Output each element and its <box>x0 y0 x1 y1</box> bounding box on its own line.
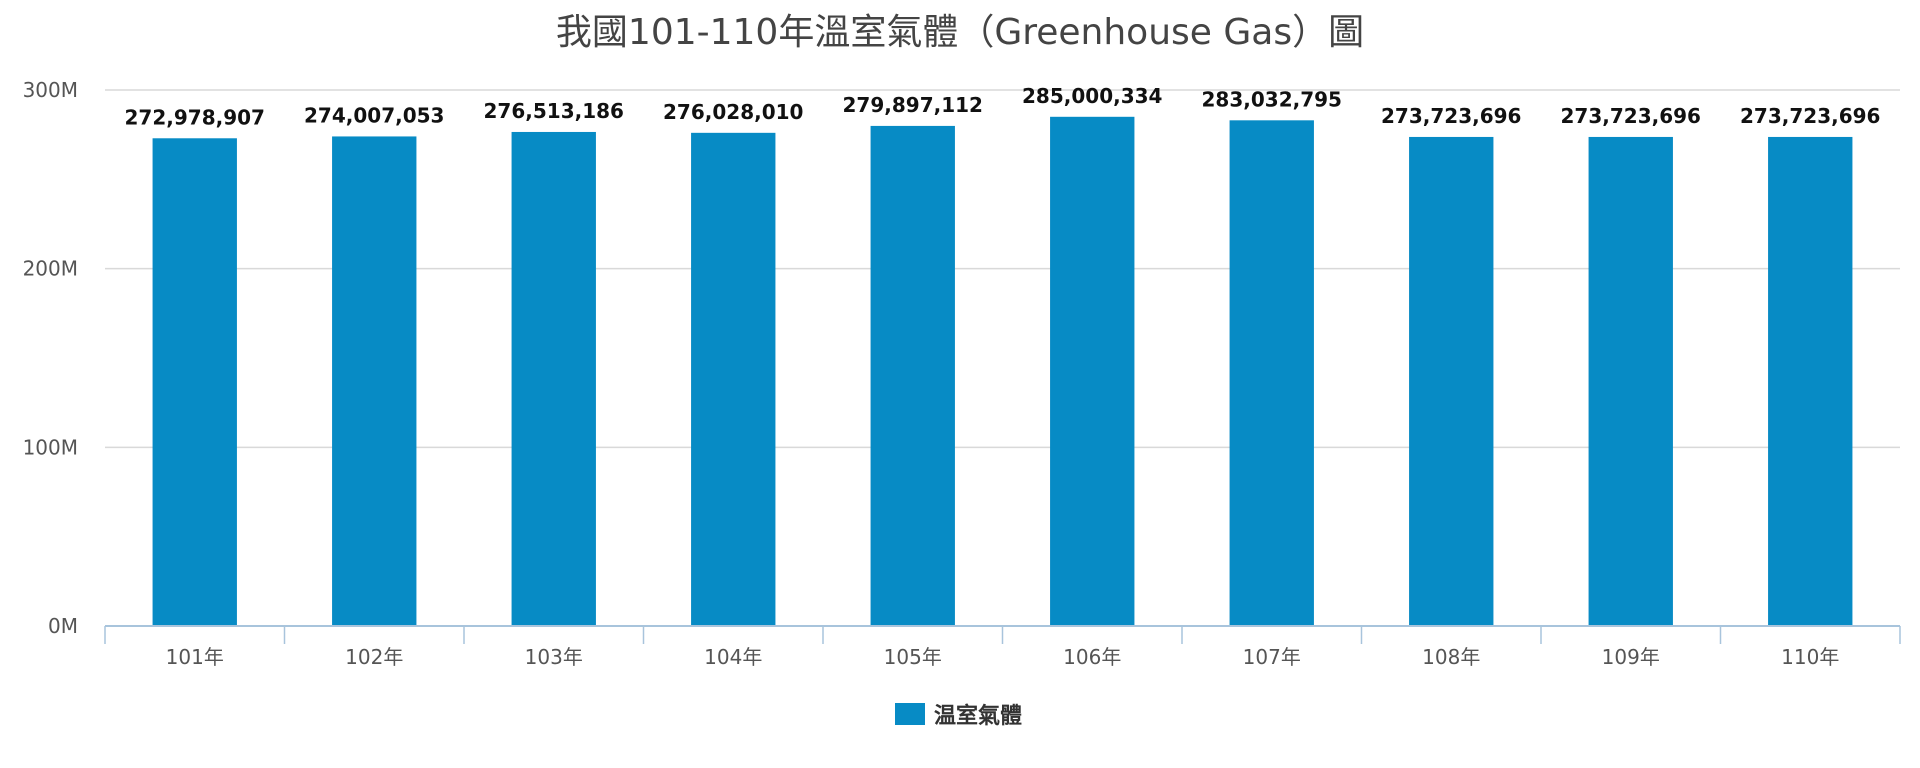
x-tick-label: 102年 <box>345 645 403 669</box>
data-label: 276,513,186 <box>484 99 624 123</box>
chart-title: 我國101-110年溫室氣體（Greenhouse Gas）圖 <box>556 12 1364 53</box>
data-label: 274,007,053 <box>304 103 444 127</box>
x-axis: 101年 102年 103年 104年 105年 106年 107年 108年 109年 110年 <box>104 625 1901 669</box>
data-label: 273,723,696 <box>1561 104 1701 128</box>
data-label: 276,028,010 <box>663 100 803 124</box>
data-label: 279,897,112 <box>843 93 983 117</box>
x-tick-label: 106年 <box>1063 645 1121 669</box>
x-tick-label: 101年 <box>166 645 224 669</box>
data-label: 273,723,696 <box>1740 104 1880 128</box>
bar[interactable] <box>1050 116 1135 626</box>
bar[interactable] <box>691 132 776 626</box>
y-tick-label: 200M <box>23 257 78 281</box>
legend[interactable]: 温室氣體 <box>895 703 1022 729</box>
bar[interactable] <box>1588 136 1673 626</box>
y-tick-label: 300M <box>23 78 78 102</box>
x-tick-label: 103年 <box>525 645 583 669</box>
x-tick-label: 107年 <box>1243 645 1301 669</box>
legend-label: 温室氣體 <box>934 703 1022 729</box>
data-labels: 272,978,907 274,007,053 276,513,186 276,028… <box>125 84 1881 129</box>
x-tick-label: 108年 <box>1422 645 1480 669</box>
bar[interactable] <box>1229 120 1314 626</box>
bar[interactable] <box>870 125 955 626</box>
legend-swatch <box>895 703 925 725</box>
x-tick-label: 104年 <box>704 645 762 669</box>
x-tick-label: 105年 <box>884 645 942 669</box>
bar[interactable] <box>1409 136 1494 626</box>
data-label: 285,000,334 <box>1022 84 1162 108</box>
bar[interactable] <box>511 131 596 626</box>
y-tick-label: 100M <box>23 435 78 459</box>
x-tick-label: 110年 <box>1781 645 1839 669</box>
bars <box>152 116 1853 626</box>
data-label: 283,032,795 <box>1202 87 1342 111</box>
bar[interactable] <box>1768 136 1853 626</box>
data-label: 272,978,907 <box>125 105 265 129</box>
y-tick-label: 0M <box>48 614 78 638</box>
data-label: 273,723,696 <box>1381 104 1521 128</box>
bar[interactable] <box>332 136 417 626</box>
bar[interactable] <box>152 138 237 626</box>
x-tick-label: 109年 <box>1602 645 1660 669</box>
